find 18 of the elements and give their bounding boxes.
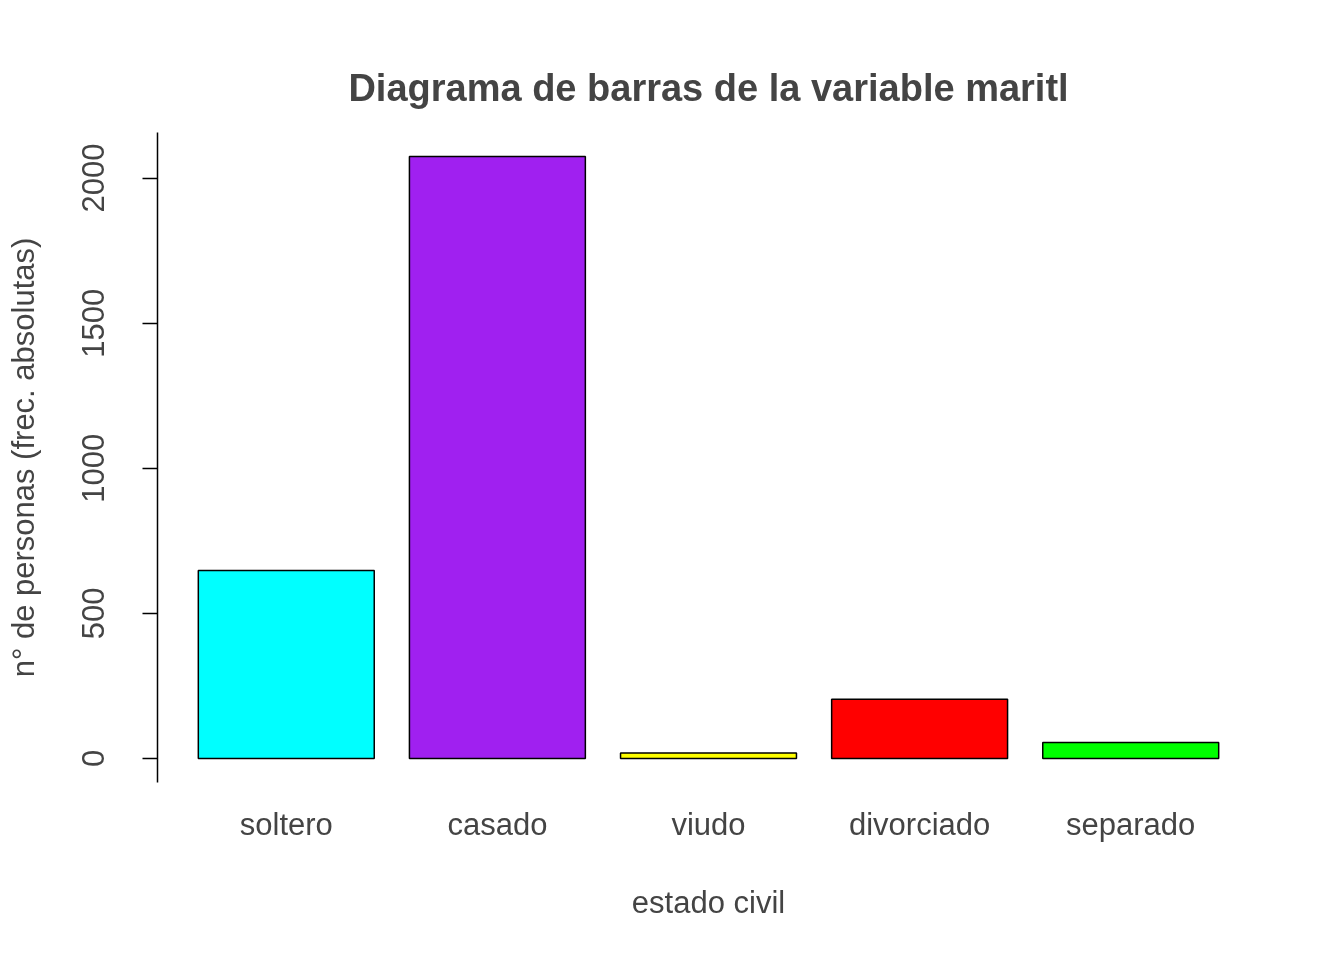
y-axis-title: n° de personas (frec. absolutas) <box>5 237 41 678</box>
y-tick-label: 1000 <box>76 433 112 503</box>
bar <box>408 155 587 760</box>
x-tick-label: soltero <box>239 806 333 842</box>
bar <box>197 569 375 760</box>
x-tick-label: separado <box>1066 806 1196 842</box>
y-tick-label: 0 <box>76 749 112 768</box>
bar <box>619 752 798 760</box>
bar <box>1042 741 1220 760</box>
y-tick-label: 1500 <box>76 288 112 358</box>
x-tick-label: casado <box>447 806 548 842</box>
chart-title: Diagrama de barras de la variable maritl <box>348 67 1069 109</box>
x-tick-label: divorciado <box>848 806 991 842</box>
y-tick-label: 500 <box>76 587 112 640</box>
bar <box>830 698 1009 760</box>
y-tick-label: 2000 <box>76 143 112 213</box>
x-tick-label: viudo <box>671 806 746 842</box>
x-axis-title: estado civil <box>631 884 786 920</box>
